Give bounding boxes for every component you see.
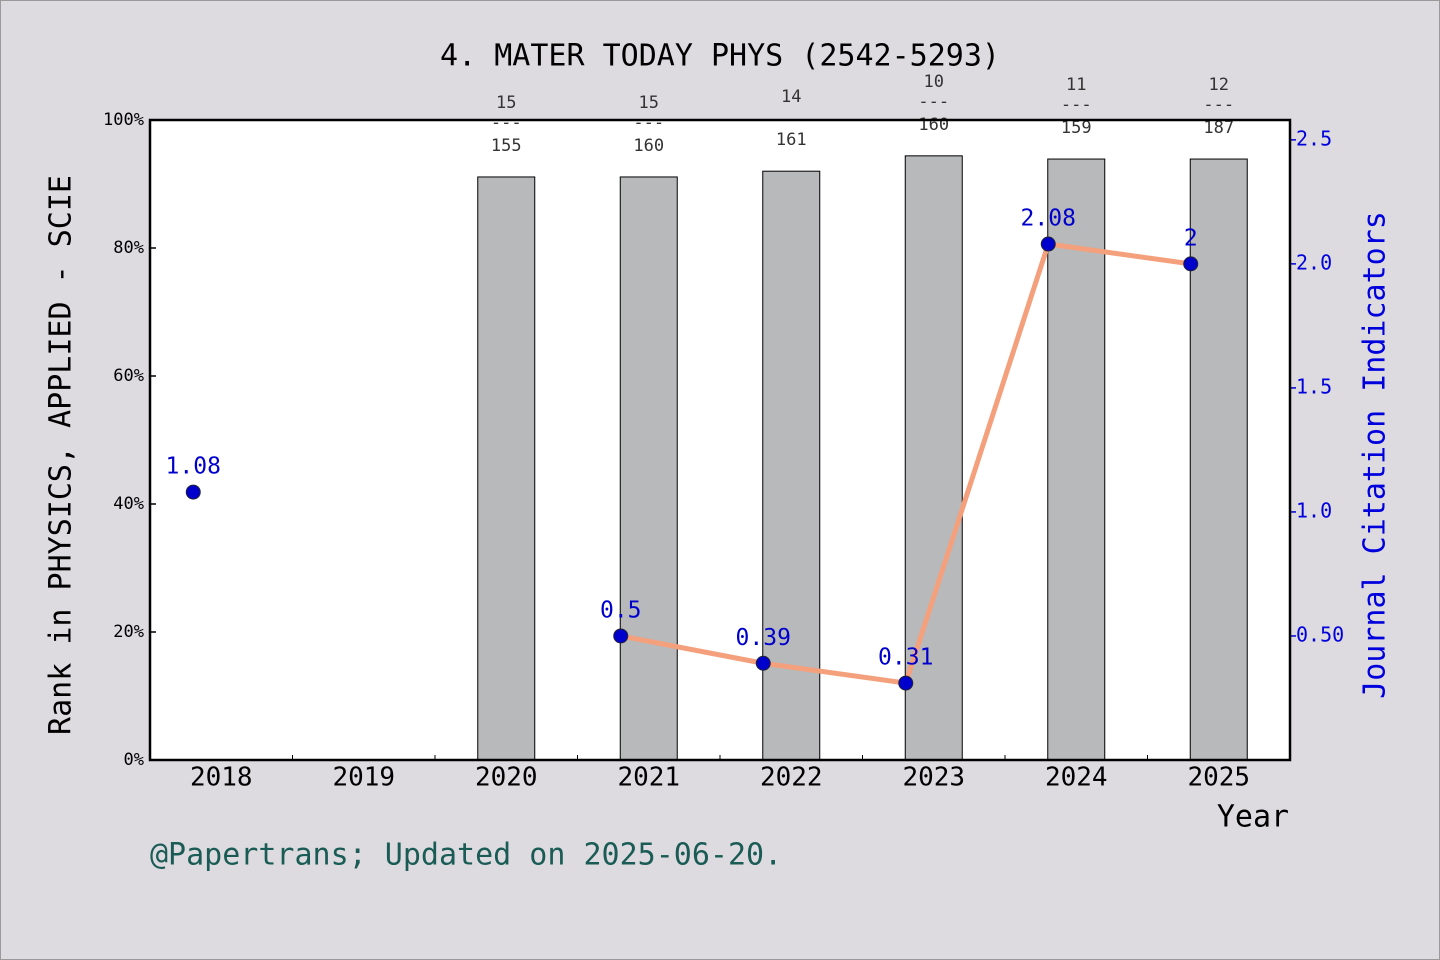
x-tick-label: 2018	[190, 763, 253, 793]
x-tick-label: 2020	[475, 763, 538, 793]
x-tick-label: 2025	[1187, 763, 1250, 793]
data-label: 2.08	[1021, 206, 1076, 232]
x-tick-label: 2021	[617, 763, 680, 793]
y-tick-label: 0%	[124, 750, 144, 770]
data-label: 0.39	[736, 625, 791, 651]
y-axis-label: Rank in PHYSICS, APPLIED - SCIE	[44, 175, 79, 735]
bar-separator: ---	[633, 113, 664, 133]
bar-rank-label: 10	[924, 72, 944, 92]
y-tick-label: 40%	[113, 494, 144, 514]
bar-rank-label: 11	[1066, 75, 1086, 95]
bar	[1047, 158, 1106, 761]
bar	[477, 176, 536, 761]
y2-axis-label: Journal Citation Indicators	[1358, 211, 1393, 699]
bar	[1189, 158, 1248, 761]
bar-rank-label: 15	[639, 93, 659, 113]
bar-total-label: 159	[1061, 118, 1092, 138]
footer: @Papertrans; Updated on 2025-06-20.	[150, 838, 782, 873]
line-marker	[1040, 236, 1056, 252]
y2-tick-label: 1.5	[1296, 374, 1332, 398]
bar-rank-label: 15	[496, 93, 516, 113]
y2-tick-label: 1.0	[1296, 498, 1332, 522]
bar	[762, 170, 821, 761]
y2-tick-label: 2.5	[1296, 126, 1332, 150]
plot-frame	[148, 118, 1292, 762]
x-tick-label: 2023	[902, 763, 965, 793]
data-label: 2	[1184, 225, 1198, 251]
y-tick-label: 100%	[103, 110, 144, 130]
bar-rank-label: 14	[781, 87, 801, 107]
bar-separator: ---	[491, 113, 522, 133]
plot-area	[150, 120, 1290, 760]
x-tick-label: 2024	[1045, 763, 1108, 793]
data-label: 0.5	[600, 597, 642, 623]
x-axis-label: Year	[1217, 800, 1289, 835]
y2-tick-label: 2.0	[1296, 250, 1332, 274]
bar-separator: ---	[918, 92, 949, 112]
y-tick-label: 60%	[113, 366, 144, 386]
bar-rank-label: 12	[1209, 75, 1229, 95]
bar-separator: ---	[1061, 95, 1092, 115]
line-marker	[185, 484, 201, 500]
bar-total-label: 160	[633, 136, 664, 156]
bar-total-label: 155	[491, 136, 522, 156]
y-tick-label: 20%	[113, 622, 144, 642]
bar-total-label: 160	[918, 115, 949, 135]
line-marker	[898, 675, 914, 691]
line-marker	[613, 628, 629, 644]
bar-separator: ---	[1203, 95, 1234, 115]
data-label: 1.08	[166, 454, 221, 480]
line-marker	[1183, 256, 1199, 272]
line-marker	[755, 655, 771, 671]
bar-total-label: 187	[1203, 118, 1234, 138]
bar-total-label: 161	[776, 130, 807, 150]
bar	[619, 176, 678, 761]
data-label: 0.31	[878, 645, 933, 671]
x-tick-label: 2022	[760, 763, 823, 793]
chart-title: 4. MATER TODAY PHYS (2542-5293)	[440, 39, 1000, 74]
y-tick-label: 80%	[113, 238, 144, 258]
x-tick-label: 2019	[332, 763, 395, 793]
y2-tick-label: 0.50	[1296, 622, 1344, 646]
